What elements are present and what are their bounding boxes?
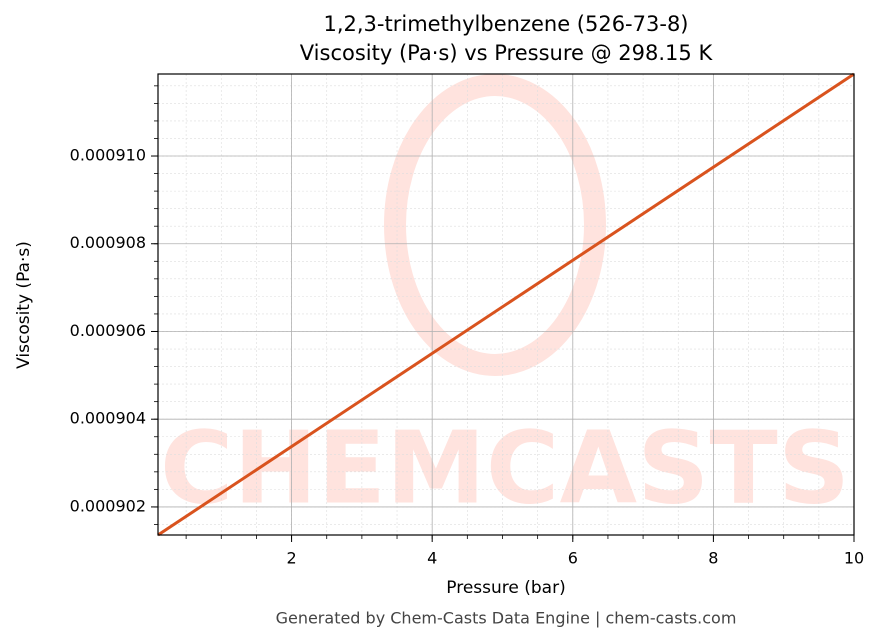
x-axis-label: Pressure (bar) — [446, 578, 565, 598]
y-tick-label: 0.000904 — [70, 409, 146, 428]
y-tick-label: 0.000906 — [70, 321, 146, 340]
x-tick-label: 4 — [427, 549, 437, 568]
footer: Generated by Chem-Casts Data Engine | ch… — [276, 609, 737, 628]
x-tick-label: 8 — [708, 549, 718, 568]
y-tick-label: 0.000902 — [70, 496, 146, 515]
watermark: CHEMCASTS — [160, 409, 850, 526]
y-tick-label: 0.000910 — [70, 146, 146, 165]
watermark-logo — [384, 74, 606, 376]
line — [157, 72, 855, 537]
x-tick-label: 6 — [568, 549, 578, 568]
chart-subtitle: Viscosity (Pa·s) vs Pressure @ 298.15 K — [300, 41, 714, 65]
y-tick-label: 0.000908 — [70, 233, 146, 252]
y-axis-label: Viscosity (Pa·s) — [14, 241, 34, 369]
x-tick-label: 10 — [844, 549, 864, 568]
x-tick-label: 2 — [286, 549, 296, 568]
chart-title: 1,2,3-trimethylbenzene (526-73-8) — [323, 12, 688, 36]
plot-frame — [157, 73, 855, 536]
